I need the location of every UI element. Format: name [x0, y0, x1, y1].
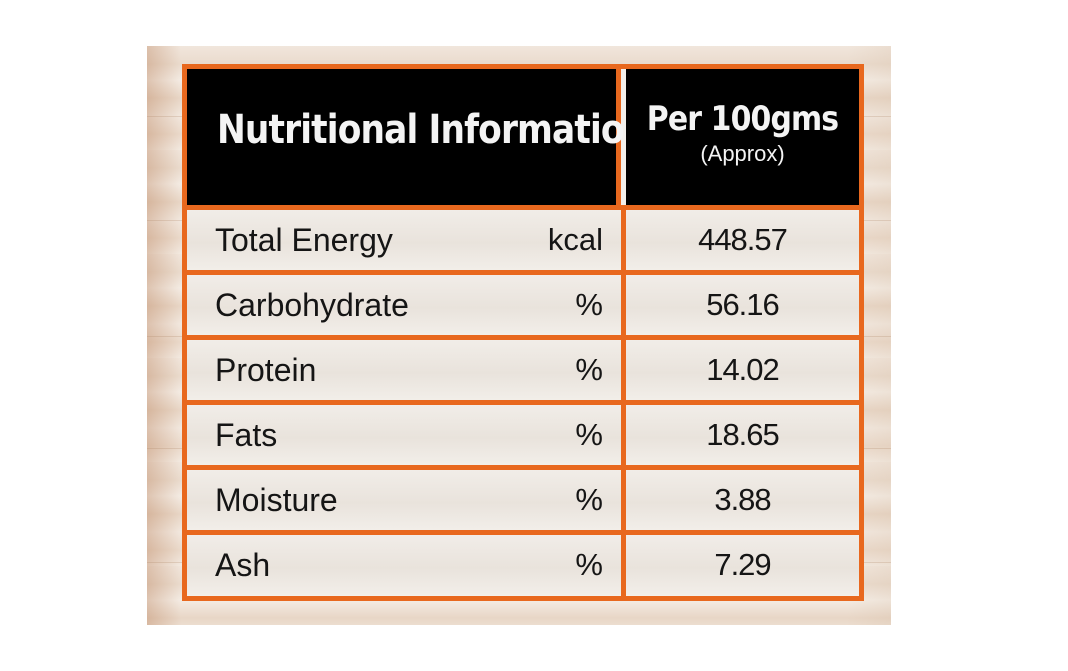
nutrient-value: 448.57	[698, 222, 788, 257]
nutrient-value: 56.16	[706, 287, 780, 322]
approx-label: (Approx)	[700, 141, 785, 166]
nutrient-name: Moisture	[215, 482, 338, 518]
nutrient-value: 18.65	[706, 417, 780, 452]
table-row: Moisture % 3.88	[187, 470, 859, 530]
row-divider	[187, 465, 859, 470]
nutrient-value: 7.29	[714, 547, 771, 582]
nutrient-unit: %	[575, 417, 603, 452]
nutrient-unit: %	[575, 352, 603, 387]
table-title: Nutritional Information	[217, 107, 648, 153]
per-serving-heading: Per 100gms (Approx)	[626, 99, 859, 167]
row-divider	[187, 335, 859, 340]
per-100gms-label: Per 100gms	[646, 99, 839, 139]
nutrient-unit: %	[575, 287, 603, 322]
nutrition-table: Nutritional Information Per 100gms (Appr…	[182, 64, 864, 601]
nutrient-name: Carbohydrate	[215, 287, 409, 323]
header-divider	[187, 205, 859, 210]
nutrient-unit: %	[575, 547, 603, 582]
nutrient-value: 3.88	[714, 482, 771, 517]
nutrient-name: Protein	[215, 352, 317, 388]
column-divider	[621, 210, 626, 601]
row-divider	[187, 270, 859, 275]
nutrient-value: 14.02	[706, 352, 780, 387]
table-row: Ash % 7.29	[187, 535, 859, 595]
nutrient-unit: kcal	[547, 222, 603, 257]
nutrient-name: Ash	[215, 547, 271, 583]
nutrient-unit: %	[575, 482, 603, 517]
table-row: Carbohydrate % 56.16	[187, 275, 859, 335]
nutrient-name: Total Energy	[215, 222, 393, 258]
table-row: Protein % 14.02	[187, 340, 859, 400]
table-row: Total Energy kcal 448.57	[187, 210, 859, 270]
nutrient-name: Fats	[215, 417, 278, 453]
header-per-cell: Per 100gms (Approx)	[626, 69, 859, 205]
row-divider	[187, 530, 859, 535]
header-title-cell: Nutritional Information	[187, 69, 648, 205]
row-divider	[187, 400, 859, 405]
table-row: Fats % 18.65	[187, 405, 859, 465]
